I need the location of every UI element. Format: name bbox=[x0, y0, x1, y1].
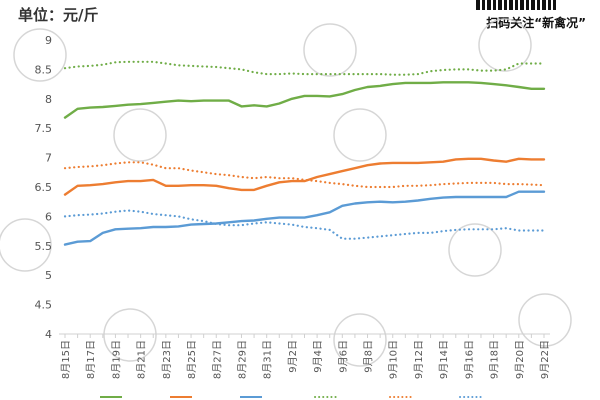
y-tick-label: 6 bbox=[45, 210, 52, 223]
series-line-2 bbox=[63, 60, 546, 76]
x-tick-label: 8月17日 bbox=[85, 340, 97, 379]
x-tick-label: 8月15日 bbox=[60, 340, 72, 379]
x-tick-label: 9月4日 bbox=[312, 340, 324, 373]
y-tick-label: 6.5 bbox=[35, 181, 53, 194]
x-tick-label: 9月18日 bbox=[489, 340, 501, 379]
watermark-logo bbox=[518, 293, 572, 347]
x-tick-label: 9月10日 bbox=[388, 340, 400, 379]
watermark-logo bbox=[478, 18, 532, 72]
y-tick-label: 4 bbox=[45, 328, 52, 341]
watermark-logo bbox=[0, 218, 52, 272]
x-tick-label: 8月19日 bbox=[110, 340, 122, 379]
qr-code bbox=[476, 0, 556, 10]
x-tick-label: 9月6日 bbox=[337, 340, 349, 373]
series-line-5 bbox=[63, 190, 546, 246]
x-tick-label: 9月14日 bbox=[438, 340, 450, 379]
x-tick-label: 9月8日 bbox=[363, 340, 375, 373]
x-tick-label: 8月31日 bbox=[262, 340, 274, 379]
x-tick-label: 9月20日 bbox=[514, 340, 526, 379]
x-tick-label: 9月2日 bbox=[287, 340, 299, 373]
y-tick-label: 5.5 bbox=[35, 240, 53, 253]
series-line-3 bbox=[63, 157, 546, 196]
y-tick-label: 4.5 bbox=[35, 299, 53, 312]
x-tick-label: 8月27日 bbox=[211, 340, 223, 379]
watermark-logo bbox=[13, 28, 67, 82]
x-tick-label: 8月25日 bbox=[186, 340, 198, 379]
watermark-logo bbox=[113, 108, 167, 162]
x-tick-label: 8月29日 bbox=[236, 340, 248, 379]
series-line-1 bbox=[63, 81, 546, 119]
watermark-logo bbox=[448, 223, 502, 277]
x-tick-label: 8月23日 bbox=[161, 340, 173, 379]
x-tick-label: 9月16日 bbox=[463, 340, 475, 379]
x-tick-label: 9月22日 bbox=[539, 340, 551, 379]
watermark-logo bbox=[103, 308, 157, 362]
watermark-logo bbox=[333, 108, 387, 162]
y-tick-label: 5 bbox=[45, 269, 52, 282]
y-tick-label: 8 bbox=[45, 93, 52, 106]
y-tick-label: 7 bbox=[45, 152, 52, 165]
watermark-logo bbox=[333, 313, 387, 367]
series-line-6 bbox=[63, 209, 546, 240]
x-tick-label: 8月21日 bbox=[136, 340, 148, 379]
series-line-4 bbox=[63, 161, 546, 189]
x-tick-label: 9月12日 bbox=[413, 340, 425, 379]
y-tick-label: 8.5 bbox=[35, 63, 53, 76]
watermark-logo bbox=[303, 23, 357, 77]
unit-label: 单位：元/斤 bbox=[18, 6, 99, 24]
y-tick-label: 9 bbox=[45, 34, 52, 47]
y-tick-label: 7.5 bbox=[35, 122, 53, 135]
